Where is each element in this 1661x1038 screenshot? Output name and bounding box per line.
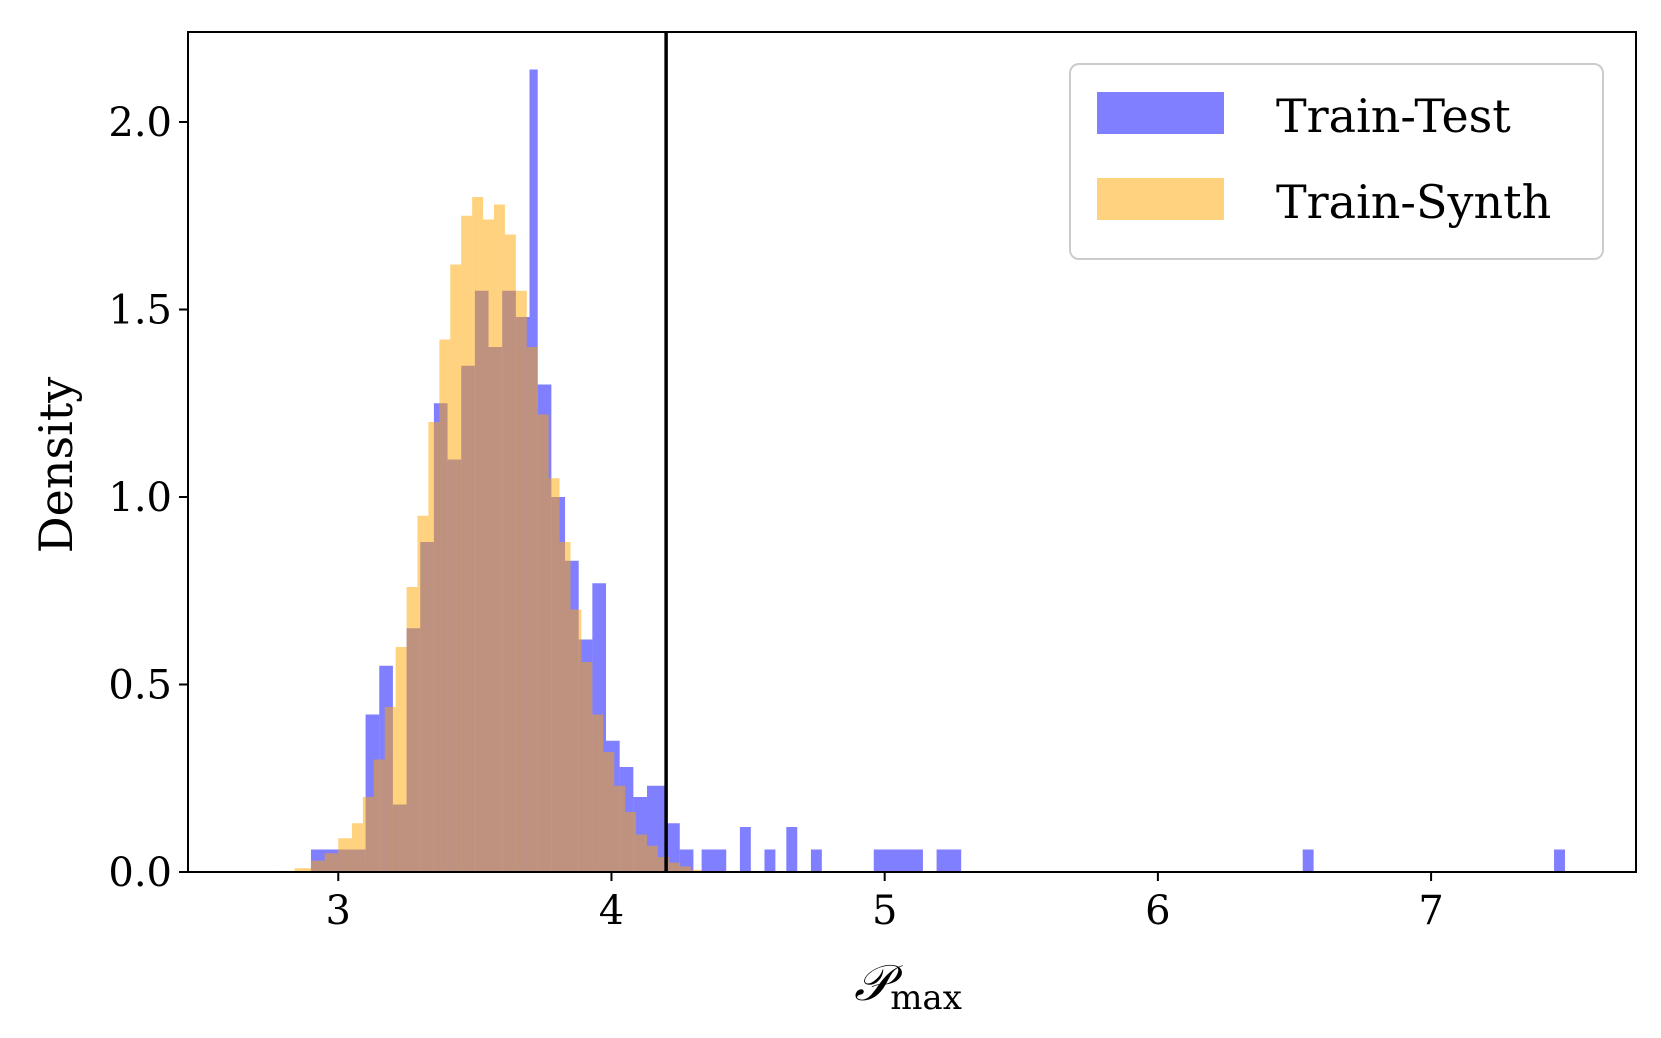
bar-train-synth xyxy=(406,587,418,872)
bar-train-synth xyxy=(581,662,593,872)
x-tick-label: 5 xyxy=(872,888,897,934)
bar-train-test xyxy=(1302,849,1314,872)
bar-train-synth xyxy=(690,869,702,872)
legend-swatch-train-test xyxy=(1097,92,1224,134)
legend-label-train-test: Train-Test xyxy=(1276,89,1511,143)
bar-train-synth xyxy=(428,422,440,872)
bar-train-synth xyxy=(351,823,363,872)
bar-train-test xyxy=(873,849,923,872)
bar-train-synth xyxy=(679,866,691,873)
bar-train-synth xyxy=(493,204,505,872)
bar-train-test xyxy=(764,849,776,872)
bar-train-synth xyxy=(483,219,494,872)
bar-train-synth xyxy=(592,714,604,872)
bar-train-test xyxy=(810,849,822,872)
bar-train-synth xyxy=(338,838,352,872)
bar-train-synth xyxy=(603,752,615,872)
x-axis-ticks: 3 4 5 6 7 xyxy=(326,872,1444,934)
bar-train-synth xyxy=(548,478,560,872)
bars-layer xyxy=(278,69,1565,873)
bar-train-synth xyxy=(294,868,311,872)
y-tick-label: 0.0 xyxy=(108,850,172,896)
bar-train-test xyxy=(1554,849,1565,872)
x-axis-title: 𝒫max xyxy=(854,954,962,1018)
bar-train-synth xyxy=(515,290,527,872)
bar-train-synth xyxy=(324,853,339,872)
x-axis-title-subscript: max xyxy=(890,978,962,1018)
y-tick-label: 1.5 xyxy=(108,288,172,334)
x-tick-label: 3 xyxy=(326,888,351,934)
bar-train-synth xyxy=(526,347,538,872)
bar-train-synth xyxy=(384,707,396,872)
bar-train-synth xyxy=(614,785,626,872)
bar-train-synth xyxy=(450,264,462,872)
x-tick-label: 4 xyxy=(599,888,624,934)
bar-train-synth xyxy=(461,215,473,872)
y-tick-label: 0.5 xyxy=(108,663,172,709)
legend-swatch-train-synth xyxy=(1097,178,1224,220)
bar-train-synth xyxy=(439,339,451,872)
y-axis-title: Density xyxy=(29,377,83,554)
bar-train-synth xyxy=(417,515,429,872)
y-axis-ticks: 0.0 0.5 1.0 1.5 2.0 xyxy=(108,100,188,896)
bar-train-test xyxy=(786,827,798,872)
bar-train-synth xyxy=(636,834,647,872)
bar-train-synth xyxy=(668,862,680,873)
bar-train-test xyxy=(936,849,962,872)
bar-train-synth xyxy=(570,609,582,872)
bar-train-synth xyxy=(646,845,658,872)
bar-train-synth xyxy=(657,857,669,872)
bar-train-synth xyxy=(472,197,484,872)
x-tick-label: 6 xyxy=(1145,888,1170,934)
x-tick-label: 7 xyxy=(1418,888,1443,934)
bar-train-synth xyxy=(310,860,325,872)
bar-train-test xyxy=(739,827,751,872)
bar-train-synth xyxy=(559,542,571,872)
bar-train-synth xyxy=(504,234,516,872)
bar-train-test xyxy=(679,849,694,872)
bar-train-synth xyxy=(362,797,374,872)
bar-train-synth xyxy=(395,647,407,872)
legend: Train-Test Train-Synth xyxy=(1069,63,1604,260)
bar-train-synth xyxy=(537,414,549,872)
y-tick-label: 2.0 xyxy=(108,100,172,146)
bar-train-synth xyxy=(373,759,385,872)
plot-frame xyxy=(187,31,1637,873)
y-tick-label: 1.0 xyxy=(108,475,172,521)
bar-train-synth xyxy=(625,812,637,872)
bar-train-test xyxy=(666,823,680,872)
bar-train-test xyxy=(701,849,727,872)
legend-label-train-synth: Train-Synth xyxy=(1276,175,1551,229)
